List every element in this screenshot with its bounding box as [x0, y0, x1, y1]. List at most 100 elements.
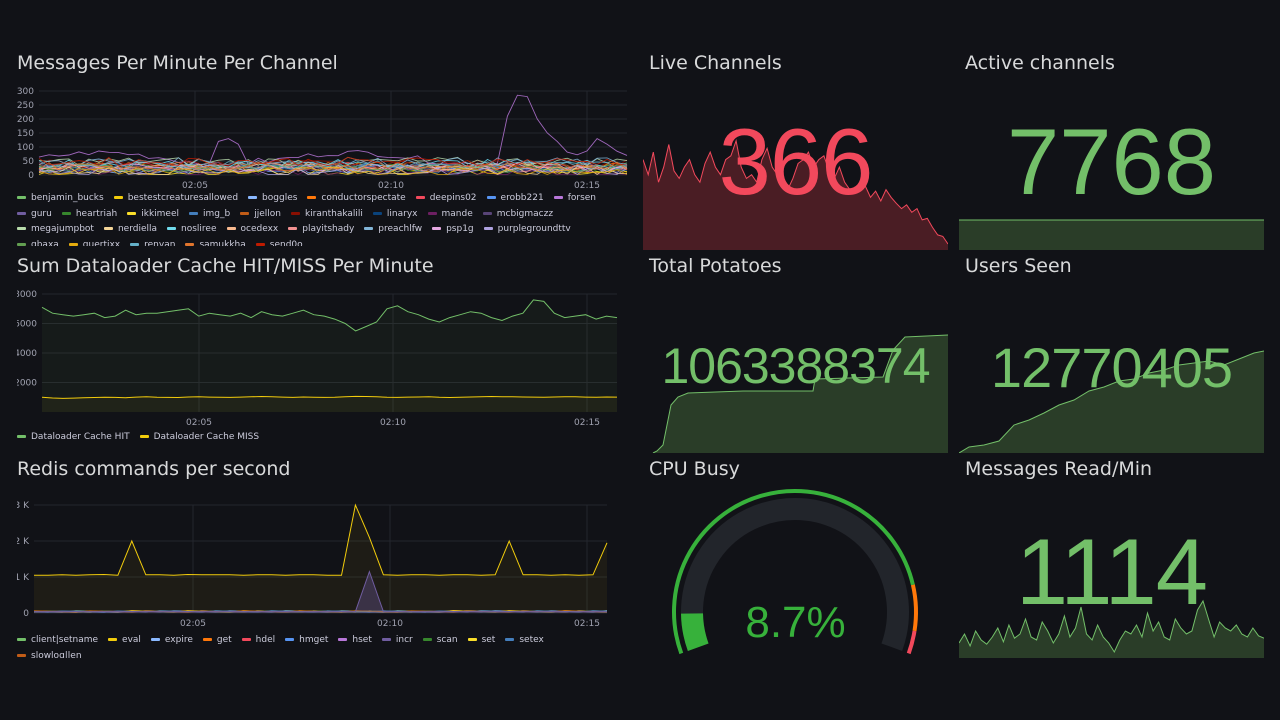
redis-panel-title: Redis commands per second: [17, 458, 291, 480]
legend-label: linaryx: [386, 208, 418, 219]
legend-item[interactable]: ikkimeel: [127, 207, 179, 223]
legend-swatch: [17, 242, 26, 246]
legend-item[interactable]: nerdiella: [103, 222, 158, 238]
y-tick-label: 200: [17, 115, 34, 125]
legend-label: mande: [441, 208, 473, 219]
legend-item[interactable]: qbaxa: [17, 238, 59, 246]
legend-swatch: [167, 227, 177, 230]
legend-item[interactable]: slowlog|len: [17, 649, 82, 658]
legend-label: client|setname: [31, 635, 99, 645]
series-line-Dataloader Cache MISS: [41, 395, 618, 399]
legend-label: nerdiella: [117, 224, 158, 234]
y-tick-label: 0: [23, 609, 29, 619]
legend-item[interactable]: renyan: [130, 238, 176, 247]
legend-swatch: [17, 653, 26, 657]
legend-swatch: [553, 196, 563, 199]
y-tick-label: 100: [17, 143, 34, 153]
legend-item[interactable]: purplegroundttv: [483, 222, 571, 238]
live-channels-value: 366: [718, 109, 874, 214]
series-line-quertixx: [38, 166, 628, 175]
legend-item[interactable]: kiranthakalili: [290, 207, 363, 223]
legend-item[interactable]: ocedexx: [226, 222, 279, 238]
legend-swatch: [307, 196, 317, 199]
legend-item[interactable]: megajumpbot: [17, 222, 94, 238]
series-line-samukkha: [38, 161, 628, 171]
legend-item[interactable]: img_b: [189, 207, 230, 223]
legend-item[interactable]: set: [467, 633, 495, 649]
y-tick-label: 50: [23, 157, 35, 167]
legend-item[interactable]: preachlfw: [364, 222, 422, 238]
legend-swatch: [482, 211, 492, 215]
legend-label: send0o: [269, 239, 303, 247]
redis-panel: Redis commands per second 3 K 2 K 1 K 0 02:0…: [17, 458, 632, 658]
legend-item[interactable]: Dataloader Cache HIT: [17, 430, 130, 446]
legend-item[interactable]: jjellon: [240, 207, 281, 223]
legend-item[interactable]: linaryx: [372, 207, 418, 223]
legend-label: playitshady: [302, 224, 355, 234]
legend-swatch: [108, 638, 118, 641]
legend-item[interactable]: deepins02: [415, 191, 477, 207]
legend-item[interactable]: send0o: [255, 238, 303, 247]
legend-item[interactable]: bestestcreaturesallowed: [113, 191, 239, 207]
redis-legend: client|setname eval expire get hdel hmget hset…: [17, 633, 627, 658]
legend-label: ocedexx: [240, 224, 279, 234]
legend-item[interactable]: mande: [427, 207, 473, 223]
legend-item[interactable]: conductorspectate: [307, 191, 406, 207]
legend-swatch: [226, 227, 236, 230]
cpu-threshold-green: [672, 489, 915, 655]
legend-item[interactable]: hset: [338, 633, 372, 649]
cpu-gauge-track: [681, 498, 909, 651]
legend-label: samukkha: [199, 239, 246, 247]
legend-item[interactable]: quertixx: [68, 238, 121, 247]
legend-label: img_b: [203, 208, 231, 219]
legend-swatch: [288, 227, 298, 230]
series-line-forsen: [38, 94, 628, 167]
legend-item[interactable]: incr: [381, 633, 413, 649]
legend-label: quertixx: [82, 239, 121, 247]
legend-item[interactable]: playitshady: [288, 222, 354, 238]
cpu-busy-panel: CPU Busy 8.7%: [643, 458, 948, 658]
messages-panel-title: Messages Per Minute Per Channel: [17, 52, 338, 74]
dataloader-chart[interactable]: 8000 6000 4000 2000 02:05 02:10 02:15: [17, 285, 632, 428]
legend-swatch: [17, 227, 26, 230]
y-tick-label: 0: [28, 171, 34, 181]
legend-item[interactable]: heartriah: [61, 207, 117, 223]
legend-item[interactable]: boggles: [248, 191, 297, 207]
legend-swatch: [103, 227, 113, 230]
legend-item[interactable]: nosliree: [167, 222, 217, 238]
legend-item[interactable]: guru: [17, 207, 52, 223]
cpu-threshold-orange: [910, 584, 918, 632]
legend-swatch: [248, 196, 258, 199]
legend-item[interactable]: Dataloader Cache MISS: [139, 430, 259, 446]
messages-chart[interactable]: 300 250 200 150 100 50 0 02:05 02:10 02:15: [17, 86, 632, 196]
series-line-eval: [34, 503, 608, 576]
legend-swatch: [372, 211, 382, 215]
legend-item[interactable]: get: [202, 633, 232, 649]
legend-item[interactable]: psp1g: [432, 222, 474, 238]
legend-item[interactable]: expire: [150, 633, 193, 649]
redis-chart[interactable]: 3 K 2 K 1 K 0 02:05 02:10 02:15: [17, 496, 632, 636]
total-potatoes-title: Total Potatoes: [649, 255, 782, 277]
messages-read-sparkline: [959, 599, 1264, 658]
legend-item[interactable]: samukkha: [185, 238, 246, 247]
legend-item[interactable]: hmget: [285, 633, 328, 649]
dataloader-panel: Sum Dataloader Cache HIT/MISS Per Minute…: [17, 255, 632, 450]
legend-item[interactable]: hdel: [241, 633, 275, 649]
legend-swatch: [17, 638, 26, 641]
messages-legend: benjamin_bucks bestestcreaturesallowed bog…: [17, 191, 627, 246]
legend-item[interactable]: setex: [505, 633, 544, 649]
series-line-Dataloader Cache HIT: [41, 299, 618, 332]
y-tick-label: 2 K: [17, 537, 30, 547]
legend-item[interactable]: forsen: [553, 191, 596, 207]
legend-label: bestestcreaturesallowed: [127, 193, 239, 203]
legend-item[interactable]: scan: [422, 633, 458, 649]
messages-read-line: [959, 599, 1264, 654]
legend-item[interactable]: mcbigmaczz: [482, 207, 553, 223]
legend-label: get: [216, 635, 232, 645]
legend-item[interactable]: eval: [108, 633, 141, 649]
legend-item[interactable]: erobb221: [486, 191, 544, 207]
legend-item[interactable]: client|setname: [17, 633, 98, 649]
users-seen-title: Users Seen: [965, 255, 1072, 277]
legend-item[interactable]: benjamin_bucks: [17, 191, 104, 207]
legend-label: renyan: [144, 239, 176, 247]
